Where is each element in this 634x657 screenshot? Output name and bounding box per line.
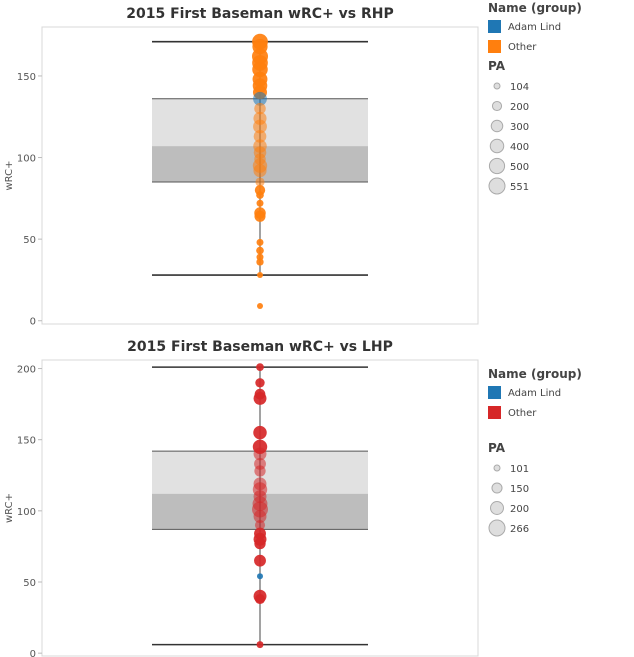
data-point: [254, 554, 266, 567]
y-tick-label: 0: [30, 317, 36, 328]
data-point: [253, 129, 267, 143]
legend-label: Adam Lind: [508, 22, 561, 33]
data-point: [254, 210, 266, 222]
legend-size-label: 101: [510, 464, 529, 475]
legend-color-title: Name (group): [488, 367, 582, 381]
legend-size-marker: [488, 519, 506, 537]
y-axis-label: wRC+: [4, 493, 15, 523]
legend-label: Other: [508, 408, 537, 419]
chart-title: 2015 First Baseman wRC+ vs LHP: [127, 339, 393, 355]
legend-size-label: 104: [510, 82, 529, 93]
rhp-chart: 2015 First Baseman wRC+ vs RHP 0 50 100 150 w…: [4, 1, 582, 328]
y-tick-label: 100: [17, 507, 36, 518]
legend-size-title: PA: [488, 441, 506, 455]
legend-size-marker: [493, 82, 501, 90]
legend-size-label: 500: [510, 162, 529, 173]
data-point: [253, 91, 267, 106]
y-tick-label: 50: [23, 578, 36, 589]
data-point: [257, 573, 263, 580]
y-tick-label: 50: [23, 235, 36, 246]
legend-swatch: [488, 386, 501, 399]
data-point: [256, 191, 264, 199]
data-point: [254, 594, 266, 605]
y-tick-label: 150: [17, 436, 36, 447]
legend-size-title: PA: [488, 59, 506, 73]
data-point: [253, 164, 267, 178]
legend-size-marker: [491, 100, 503, 112]
legend-size-marker: [488, 157, 506, 175]
data-point: [256, 363, 264, 372]
data-point: [257, 272, 263, 279]
legend-size-marker: [489, 138, 505, 154]
data-point: [257, 303, 263, 310]
chart-title: 2015 First Baseman wRC+ vs RHP: [126, 6, 394, 22]
data-point: [256, 199, 264, 207]
legend-size-label: 266: [510, 524, 529, 535]
data-point: [253, 510, 267, 524]
data-point: [255, 177, 265, 187]
data-point: [253, 447, 267, 461]
legend-size-label: 400: [510, 142, 529, 153]
y-tick-label: 200: [17, 365, 36, 376]
y-axis-label: wRC+: [4, 161, 15, 191]
data-point: [256, 641, 264, 649]
legend-size-label: 200: [510, 504, 529, 515]
data-point: [253, 119, 267, 134]
legend-label: Other: [508, 42, 537, 53]
legend-color-title: Name (group): [488, 1, 582, 15]
data-point: [254, 102, 266, 115]
y-tick-label: 150: [17, 72, 36, 83]
y-tick-label: 100: [17, 154, 36, 165]
data-point: [256, 258, 264, 266]
legend-size-label: 200: [510, 102, 529, 113]
data-point: [254, 520, 266, 531]
legend-size-marker: [490, 119, 504, 133]
data-point: [253, 391, 267, 405]
legend-size-marker: [490, 501, 504, 515]
legend-size-label: 551: [510, 182, 529, 193]
legend-size-marker: [491, 482, 503, 494]
legend-swatch: [488, 406, 501, 419]
legend-size-marker: [488, 177, 506, 195]
legend-swatch: [488, 40, 501, 53]
legend-label: Adam Lind: [508, 388, 561, 399]
data-point: [255, 378, 265, 388]
y-tick-label: 0: [30, 649, 36, 657]
data-point: [254, 465, 266, 477]
data-point: [253, 425, 267, 440]
legend-size-label: 300: [510, 122, 529, 133]
data-point: [256, 246, 264, 255]
legend-swatch: [488, 20, 501, 33]
legend-size-label: 150: [510, 484, 529, 495]
data-point: [256, 238, 264, 246]
data-point: [254, 537, 266, 550]
lhp-chart: 2015 First Baseman wRC+ vs LHP 0 50 100 150 2…: [4, 339, 582, 657]
legend-size-marker: [493, 464, 501, 472]
